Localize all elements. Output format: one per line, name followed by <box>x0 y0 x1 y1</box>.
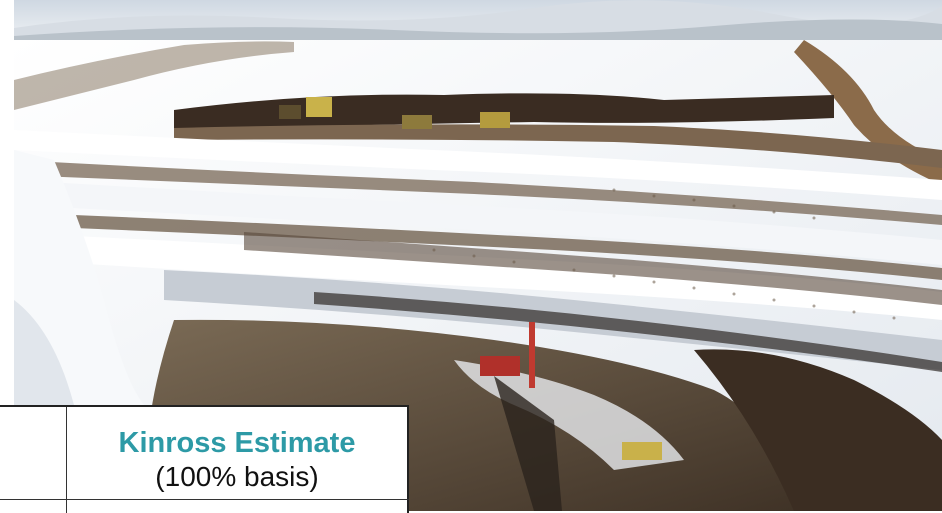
bench-texture <box>432 188 896 320</box>
upper-berm <box>174 93 834 130</box>
table-right-border <box>407 407 409 513</box>
bench-1-edge <box>14 160 942 225</box>
table-header-title: Kinross Estimate <box>118 427 356 459</box>
upper-road <box>174 124 942 168</box>
bench-3 <box>54 235 942 320</box>
bench-3-edge <box>244 232 942 305</box>
table-column-divider <box>66 407 67 513</box>
bench-2 <box>14 180 942 265</box>
haul-trucks <box>279 97 510 129</box>
left-margin <box>0 0 14 405</box>
table-row-divider <box>0 499 409 500</box>
table-header-cell: Kinross Estimate (100% basis) <box>67 407 407 499</box>
treeline <box>14 41 294 110</box>
bench-2-edge <box>74 215 942 280</box>
lower-wall-seam <box>314 292 942 372</box>
bench-1 <box>14 130 942 200</box>
mine-aerial-photo <box>14 0 942 511</box>
dark-pile <box>694 349 942 511</box>
drill-rig <box>480 322 562 511</box>
left-slope-shade <box>14 300 74 405</box>
estimate-table: Kinross Estimate (100% basis) <box>0 405 409 513</box>
pickup-truck <box>622 442 662 460</box>
photo-illustration <box>14 0 942 511</box>
table-header-subtitle: (100% basis) <box>155 461 319 492</box>
